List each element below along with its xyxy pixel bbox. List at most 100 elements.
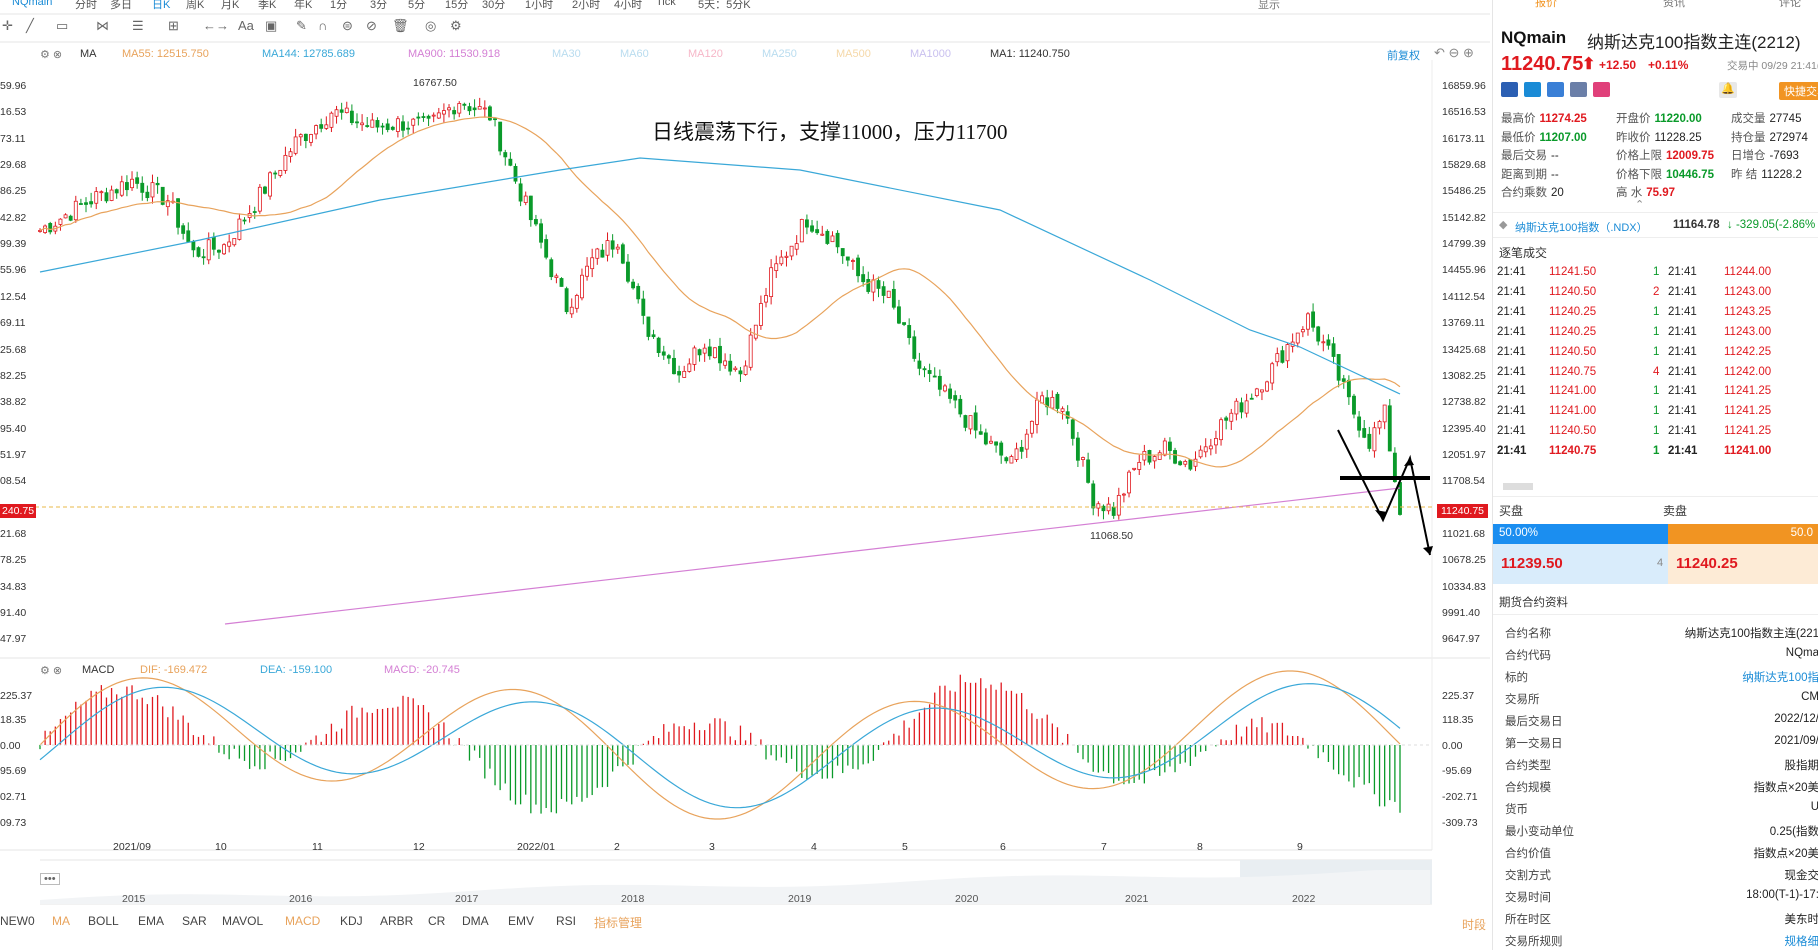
stat-item: 成交量 27745 bbox=[1731, 110, 1801, 126]
candle-body bbox=[1254, 388, 1259, 396]
trade-cell: 21:41 bbox=[1497, 305, 1526, 318]
indicator-tab[interactable]: 指标管理 bbox=[594, 916, 643, 930]
indicator-tab[interactable]: CR bbox=[428, 914, 446, 928]
indicator-tab[interactable]: RSI bbox=[556, 914, 577, 928]
period-tab[interactable]: 1分 bbox=[330, 0, 348, 11]
lock-icon[interactable]: ⊜ bbox=[342, 18, 353, 33]
panel-tab[interactable]: 评论 bbox=[1779, 0, 1801, 9]
candle-body bbox=[1316, 326, 1321, 342]
period-tab[interactable]: 周K bbox=[186, 0, 205, 11]
fib-tool-icon[interactable]: ⋈ bbox=[96, 18, 109, 33]
period-tab[interactable]: 分时 bbox=[75, 0, 97, 11]
hide-icon[interactable]: ⊘ bbox=[366, 18, 377, 33]
sell-ratio-bar: 50.0 bbox=[1668, 524, 1818, 544]
time-tick: 11 bbox=[312, 841, 323, 853]
candle-body bbox=[953, 395, 958, 401]
undo-icon[interactable]: ← bbox=[203, 18, 216, 33]
period-tab[interactable]: 3分 bbox=[370, 0, 388, 11]
indicator-tab[interactable]: ARBR bbox=[380, 914, 414, 928]
period-tab[interactable]: 年K bbox=[294, 0, 313, 11]
settings-icon[interactable]: ⚙ bbox=[450, 18, 462, 33]
candle-body bbox=[94, 191, 99, 204]
macd-settings-icon[interactable]: ⚙ ⊗ bbox=[40, 665, 63, 677]
indicator-tab[interactable]: NEW0 bbox=[0, 914, 35, 928]
us-flag-icon[interactable] bbox=[1501, 82, 1518, 97]
price-tick-left: 78.25 bbox=[0, 554, 27, 567]
trade-cell: 2 bbox=[1653, 285, 1660, 298]
related-index[interactable]: ◆ 纳斯达克100指数（.NDX） 11164.78 ↓ -329.05(-2.… bbox=[1493, 212, 1818, 238]
period-tab[interactable]: Tick bbox=[656, 0, 676, 8]
period-tab[interactable]: 多日 bbox=[110, 0, 132, 11]
indicator-tab[interactable]: MA bbox=[52, 914, 70, 928]
period-tab[interactable]: 2小时 bbox=[572, 0, 601, 11]
session-button[interactable]: 时段 bbox=[1462, 918, 1487, 932]
line-tool-icon[interactable]: ╱ bbox=[26, 18, 34, 33]
pencil-icon[interactable]: ✎ bbox=[296, 18, 307, 33]
ma-label[interactable]: MA bbox=[80, 48, 97, 60]
candle-body bbox=[165, 200, 170, 208]
chevron-up-icon[interactable]: ⌃ bbox=[1635, 199, 1645, 211]
period-tab[interactable]: 30分 bbox=[482, 0, 506, 11]
text-tool-icon[interactable]: Aa bbox=[238, 18, 254, 33]
indicator-tab[interactable]: EMA bbox=[138, 914, 165, 928]
trash-icon[interactable]: 🗑 bbox=[392, 18, 409, 33]
ma-settings-icon[interactable]: ⚙ ⊗ bbox=[40, 49, 63, 61]
fuquan-button[interactable]: 前复权 bbox=[1387, 50, 1420, 62]
indicator-tab[interactable]: MAVOL bbox=[222, 914, 264, 928]
indicator-tab[interactable]: KDJ bbox=[340, 914, 363, 928]
buy-label: 买盘 bbox=[1499, 504, 1524, 518]
macd-tick: 0.00 bbox=[1442, 740, 1463, 752]
chart-icon[interactable] bbox=[1547, 82, 1564, 97]
price-tick: 10334.83 bbox=[1442, 580, 1486, 593]
period-tab[interactable]: 1小时 bbox=[525, 0, 554, 11]
futures-value[interactable]: 纳斯达克100指 bbox=[1742, 672, 1818, 684]
chart-controls-icon[interactable]: ↶ ⊖ ⊕ bbox=[1434, 45, 1474, 60]
magnet-icon[interactable]: ∩ bbox=[318, 18, 328, 33]
candle-body bbox=[707, 346, 712, 357]
candle-body bbox=[150, 182, 155, 198]
time-tick: 10 bbox=[215, 841, 227, 853]
candle-body bbox=[355, 121, 359, 124]
quick-trade-button[interactable]: 快捷交易 bbox=[1779, 82, 1818, 100]
measure-tool-icon[interactable]: ⊞ bbox=[168, 18, 179, 33]
futures-value: 2022/12/ bbox=[1774, 713, 1818, 725]
panel-tab[interactable]: 资讯 bbox=[1663, 0, 1685, 9]
ask-box[interactable]: 11240.25 bbox=[1668, 544, 1818, 584]
macd-label[interactable]: MACD bbox=[82, 664, 115, 676]
rect-tool-icon[interactable]: ▭ bbox=[56, 18, 69, 33]
indicator-tab[interactable]: EMV bbox=[508, 914, 535, 928]
futures-value[interactable]: 规格细 bbox=[1784, 936, 1818, 948]
period-tab[interactable]: 4小时 bbox=[614, 0, 643, 11]
channel-tool-icon[interactable]: ☰ bbox=[132, 18, 144, 33]
period-tab[interactable]: 日K bbox=[152, 0, 171, 11]
indicator-tab[interactable]: BOLL bbox=[88, 914, 119, 928]
more-icon[interactable]: ••• bbox=[40, 873, 60, 885]
period-tab[interactable]: 5天：5分K bbox=[698, 0, 751, 11]
indicator-tab[interactable]: DMA bbox=[462, 914, 489, 928]
doc-icon[interactable] bbox=[1570, 82, 1587, 97]
comment-icon[interactable]: ▣ bbox=[265, 18, 278, 33]
candle-body bbox=[339, 109, 344, 113]
period-tab[interactable]: 季K bbox=[258, 0, 277, 11]
trade-cell: 11240.50 bbox=[1549, 285, 1597, 298]
time-tick: 2022/01 bbox=[517, 841, 555, 853]
toolbar-right-item[interactable]: 显示 bbox=[1258, 0, 1280, 11]
period-tab[interactable]: 5分 bbox=[408, 0, 426, 11]
indicator-tab[interactable]: MACD bbox=[285, 914, 321, 928]
panel-tab[interactable]: 报价 bbox=[1535, 0, 1557, 9]
crosshair-icon[interactable]: ✛ bbox=[2, 18, 13, 33]
bell-icon[interactable]: 🔔 bbox=[1719, 82, 1737, 98]
flash-icon[interactable] bbox=[1524, 82, 1541, 97]
indicator-tab[interactable]: SAR bbox=[182, 914, 207, 928]
trades-scrollbar[interactable] bbox=[1503, 483, 1533, 490]
heart-icon[interactable] bbox=[1593, 82, 1610, 97]
redo-icon[interactable]: → bbox=[216, 18, 229, 33]
bid-box[interactable]: 11239.50 4 bbox=[1493, 544, 1668, 584]
eye-icon[interactable]: ◎ bbox=[425, 18, 437, 33]
period-tab[interactable]: 月K bbox=[221, 0, 240, 11]
period-tab[interactable]: 15分 bbox=[445, 0, 469, 11]
futures-row: 交易所 CM bbox=[1505, 691, 1818, 713]
chart-canvas[interactable] bbox=[0, 0, 1490, 950]
candle-body bbox=[140, 182, 145, 193]
period-tab[interactable]: NQmain bbox=[12, 0, 53, 8]
